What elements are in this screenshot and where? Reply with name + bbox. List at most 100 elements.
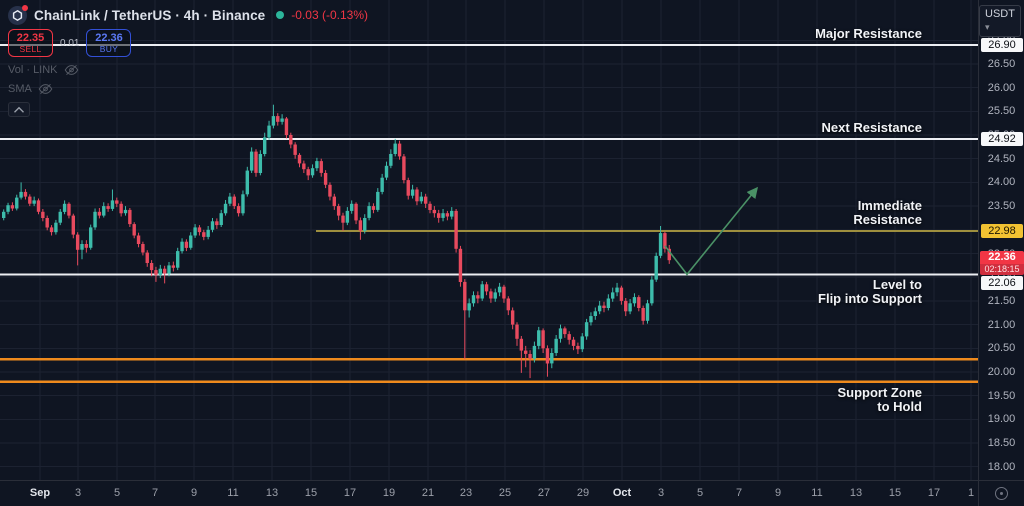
candle-body [367, 206, 371, 218]
price-axis[interactable]: USDT ▾ 18.00 18.50 19.00 19.50 20.00 20.50 21.… [978, 0, 1024, 480]
candle-body [628, 303, 632, 312]
candle-body [437, 213, 441, 218]
currency-selector-button[interactable]: USDT ▾ [979, 5, 1021, 37]
last-price-label: 22.36 02:18:15 [980, 251, 1024, 276]
candle-body [497, 286, 502, 293]
time-tick: 15 [304, 487, 318, 499]
time-tick: 9 [774, 487, 782, 499]
candle-body [136, 235, 141, 244]
price-level-badge: 22.06 [981, 276, 1023, 291]
candle-body [554, 338, 558, 353]
price-level-badge: 26.90 [981, 38, 1023, 52]
candle-body [341, 215, 345, 223]
symbol-title[interactable]: ChainLink / TetherUS · 4h · Binance [34, 7, 266, 23]
candle-body [306, 169, 310, 176]
candle-body [541, 330, 545, 349]
candle-body [115, 200, 119, 204]
buy-price: 22.36 [95, 32, 123, 44]
candle-body [480, 284, 484, 299]
price-tick: 25.50 [987, 105, 1016, 118]
candle-body [376, 191, 380, 210]
candle-body [563, 328, 567, 335]
candle-body [645, 303, 650, 321]
candle-body [75, 234, 80, 250]
candle-body [49, 227, 54, 233]
candle-body [89, 227, 93, 248]
candle-body [110, 200, 115, 209]
buy-label: BUY [99, 44, 119, 54]
candle-body [589, 316, 593, 323]
price-change: -0.03 (-0.13%) [291, 8, 368, 22]
candle-body [36, 200, 41, 212]
candle-body [184, 241, 189, 248]
candle-body [354, 203, 358, 221]
candle-body [380, 177, 384, 192]
time-tick: 13 [265, 487, 279, 499]
candle-body [632, 297, 637, 304]
chevron-down-icon: ▾ [985, 22, 990, 32]
chart-legend: ChainLink / TetherUS · 4h · Binance -0.0… [8, 4, 368, 117]
candle-body [332, 196, 336, 207]
candle-body [515, 324, 519, 339]
notification-dot [22, 4, 28, 11]
candle-body [10, 205, 15, 209]
candle-body [510, 310, 515, 325]
time-tick: 17 [927, 487, 941, 499]
candle-body [206, 229, 210, 237]
candle-body [249, 151, 254, 171]
visibility-off-icon[interactable] [64, 64, 79, 76]
candle-body [167, 265, 171, 274]
candlestick-chart[interactable] [0, 0, 978, 480]
candle-body [415, 189, 419, 202]
candle-body [476, 295, 480, 299]
candle-body [406, 180, 410, 196]
candle-body [571, 339, 576, 346]
price-level-badge: 22.98 [981, 223, 1023, 238]
time-tick: 15 [888, 487, 902, 499]
candle-body [650, 279, 654, 304]
candle-body [450, 210, 454, 217]
time-tick: Sep [29, 487, 51, 499]
price-tick: 21.00 [987, 318, 1016, 331]
candle-body [123, 209, 128, 214]
candle-body [80, 244, 84, 250]
time-tick: 7 [151, 487, 159, 499]
visibility-off-icon[interactable] [38, 83, 53, 95]
candle-body [454, 210, 458, 249]
candle-body [241, 194, 245, 214]
symbol-logo[interactable] [8, 4, 28, 25]
sell-button[interactable]: 22.35 SELL [8, 29, 53, 57]
time-tick: 11 [811, 487, 823, 499]
time-tick: 23 [459, 487, 473, 499]
candle-body [289, 135, 293, 145]
candle-body [128, 209, 132, 225]
time-axis[interactable]: Sep 3 5 7 9 11 13 15 17 19 21 23 25 27 29 Oct 3 5 7 9 11 13 15… [0, 480, 978, 506]
axis-corner [978, 480, 1024, 506]
trade-buttons-row: 22.35 SELL 0.01 22.36 BUY [8, 29, 368, 57]
sma-study-label: SMA [8, 83, 32, 95]
time-tick: 5 [113, 487, 121, 499]
volume-study-row: Vol · LINK [8, 64, 368, 76]
candle-body [667, 248, 671, 261]
candle-body [215, 221, 219, 226]
candle-body [158, 268, 162, 275]
candle-body [423, 196, 428, 204]
candle-body [6, 205, 10, 212]
candle-body [245, 170, 249, 195]
legend-collapse-button[interactable] [8, 102, 30, 117]
candle-body [45, 218, 49, 228]
time-tick: 9 [190, 487, 198, 499]
candle-body [102, 206, 106, 216]
time-tick: 3 [74, 487, 82, 499]
projection-arrow [664, 186, 759, 276]
clock-icon[interactable] [995, 487, 1008, 500]
candle-body [467, 303, 471, 311]
candle-body [171, 265, 176, 268]
price-level-badge: 24.92 [981, 131, 1023, 146]
price-tick: 26.00 [987, 81, 1016, 94]
volume-study-label: Vol · LINK [8, 64, 58, 76]
sma-study-row: SMA [8, 83, 368, 95]
candle-body [302, 163, 306, 170]
candle-body [358, 220, 363, 231]
buy-button[interactable]: 22.36 BUY [86, 29, 132, 57]
